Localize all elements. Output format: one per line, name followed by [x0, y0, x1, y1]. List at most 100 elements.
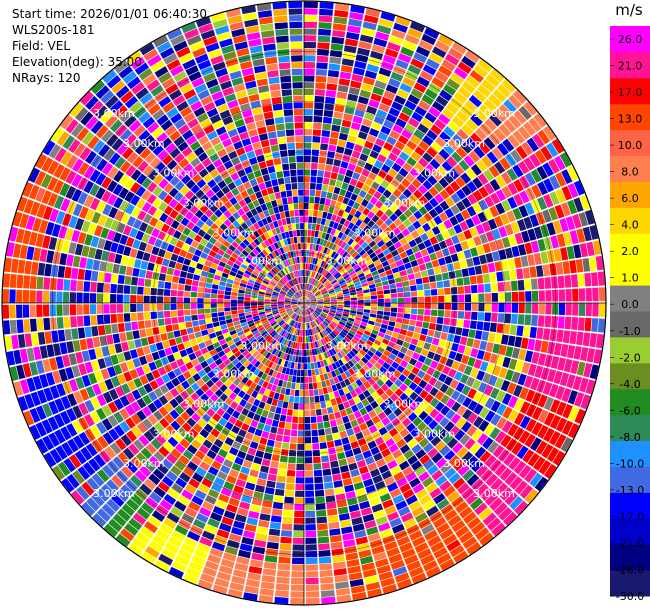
velocity-gate [266, 541, 279, 550]
velocity-gate [561, 388, 572, 403]
velocity-gate [561, 169, 573, 185]
velocity-gate [277, 427, 285, 435]
velocity-gate [337, 84, 349, 93]
velocity-gate [511, 291, 519, 302]
velocity-gate [291, 571, 304, 578]
velocity-gate [429, 408, 440, 419]
velocity-gate [542, 162, 554, 177]
velocity-gate [251, 552, 265, 561]
velocity-gate [322, 123, 332, 131]
velocity-gate [310, 299, 317, 302]
velocity-gate [90, 281, 97, 293]
velocity-gate [499, 487, 514, 501]
velocity-gate [306, 249, 310, 257]
velocity-gate [271, 419, 279, 428]
velocity-gate [323, 475, 333, 483]
velocity-gate [350, 122, 361, 131]
velocity-gate [560, 343, 569, 358]
velocity-gate [160, 333, 168, 342]
velocity-gate [356, 256, 363, 264]
velocity-gate [423, 212, 433, 222]
velocity-gate [557, 316, 565, 329]
velocity-gate [423, 383, 433, 393]
velocity-gate [331, 36, 345, 45]
velocity-gate [304, 410, 310, 417]
velocity-gate [325, 283, 332, 289]
velocity-gate [309, 296, 316, 300]
velocity-gate [320, 143, 329, 151]
velocity-gate [316, 62, 328, 70]
velocity-gate [534, 476, 548, 492]
velocity-gate [388, 222, 397, 231]
velocity-gate [548, 159, 560, 174]
velocity-gate [467, 193, 478, 205]
velocity-gate [453, 91, 468, 104]
velocity-gate [468, 266, 476, 276]
velocity-gate [396, 365, 405, 374]
velocity-gate [268, 432, 277, 441]
velocity-gate [524, 202, 535, 216]
velocity-gate [231, 291, 238, 296]
velocity-gate [328, 413, 336, 421]
velocity-gate [63, 279, 71, 291]
velocity-gate [205, 282, 212, 289]
velocity-gate [471, 429, 483, 441]
velocity-gate [547, 341, 556, 355]
velocity-gate [186, 272, 194, 280]
velocity-gate [426, 431, 437, 442]
velocity-gate [310, 301, 317, 303]
velocity-gate [442, 433, 454, 445]
velocity-gate [351, 232, 359, 241]
velocity-gate [364, 70, 378, 80]
velocity-gate [484, 283, 491, 293]
velocity-gate [157, 280, 165, 289]
velocity-gate [363, 76, 376, 86]
velocity-gate [349, 289, 356, 293]
velocity-gate [447, 120, 460, 133]
velocity-gate [343, 295, 351, 299]
velocity-gate [334, 328, 341, 334]
velocity-gate [411, 178, 422, 189]
velocity-gate [300, 376, 304, 383]
velocity-gate [546, 447, 560, 462]
velocity-gate [24, 260, 32, 275]
velocity-gate [244, 303, 251, 307]
velocity-gate [491, 303, 499, 312]
velocity-gate [428, 52, 444, 64]
velocity-gate [70, 316, 78, 328]
velocity-gate [293, 524, 304, 531]
velocity-gate [333, 480, 343, 488]
velocity-gate [347, 25, 361, 34]
velocity-gate [341, 58, 355, 67]
velocity-gate [551, 316, 559, 329]
velocity-gate [320, 268, 326, 275]
velocity-gate [256, 526, 269, 535]
velocity-gate [316, 516, 328, 524]
velocity-gate [361, 183, 371, 193]
velocity-gate [322, 292, 329, 296]
velocity-gate [119, 332, 127, 342]
velocity-gate [307, 363, 311, 370]
velocity-gate [230, 306, 238, 311]
velocity-gate [531, 184, 542, 198]
velocity-gate [304, 41, 317, 49]
velocity-gate [377, 298, 384, 303]
velocity-gate [424, 393, 434, 404]
velocity-gate [136, 303, 144, 312]
velocity-gate [304, 363, 308, 370]
velocity-gate [371, 121, 382, 131]
velocity-gate [449, 278, 457, 287]
velocity-gate [439, 189, 450, 200]
velocity-gate [391, 348, 400, 356]
velocity-gate [512, 130, 526, 144]
velocity-gate [304, 297, 307, 303]
velocity-gate [336, 223, 343, 232]
velocity-gate [370, 295, 378, 300]
velocity-gate [582, 332, 591, 347]
velocity-gate [304, 376, 309, 383]
velocity-gate [325, 90, 337, 98]
velocity-gate [424, 404, 434, 415]
velocity-gate [402, 145, 414, 156]
velocity-gate [177, 290, 184, 297]
velocity-gate [461, 80, 476, 94]
